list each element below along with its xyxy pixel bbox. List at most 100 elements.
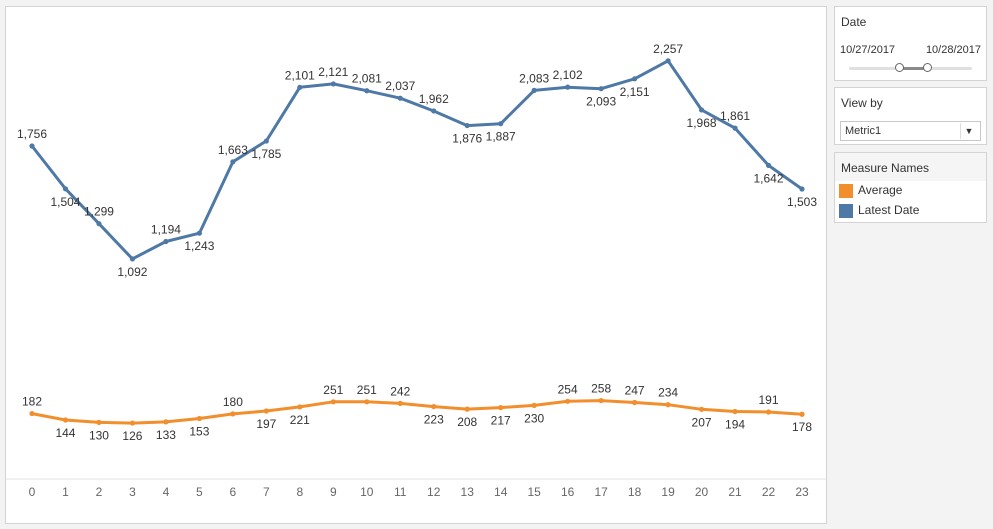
view-by-select[interactable]: Metric1 ▼ — [840, 121, 981, 141]
data-point-latest-date — [263, 138, 269, 144]
data-label-latest-date: 2,121 — [318, 65, 348, 79]
data-label-average: 251 — [323, 383, 343, 397]
data-point-latest-date — [665, 58, 671, 64]
data-point-latest-date — [29, 143, 35, 149]
data-point-latest-date — [498, 121, 504, 127]
data-label-latest-date: 1,504 — [50, 195, 80, 209]
data-label-latest-date: 2,151 — [620, 85, 650, 99]
data-label-latest-date: 1,861 — [720, 109, 750, 123]
data-point-average — [565, 398, 571, 404]
data-point-average — [732, 408, 738, 415]
view-by-panel: View by Metric1 ▼ — [834, 87, 987, 145]
data-point-latest-date — [96, 221, 102, 227]
x-tick-label: 23 — [795, 485, 809, 499]
data-point-average — [464, 406, 470, 412]
data-point-average — [364, 399, 370, 405]
data-label-average: 126 — [122, 429, 142, 443]
data-label-latest-date: 2,081 — [352, 72, 382, 86]
date-start-handle[interactable] — [895, 63, 904, 72]
x-tick-label: 13 — [461, 485, 475, 499]
data-label-latest-date: 2,037 — [385, 79, 415, 93]
data-point-average — [632, 399, 638, 406]
x-tick-label: 21 — [728, 485, 742, 499]
data-point-average — [297, 404, 303, 410]
x-tick-label: 6 — [230, 485, 237, 499]
data-point-latest-date — [799, 186, 805, 192]
data-point-latest-date — [732, 125, 738, 131]
data-label-average: 258 — [591, 382, 611, 396]
data-label-latest-date: 2,102 — [553, 68, 583, 82]
data-label-average: 230 — [524, 411, 544, 425]
x-tick-label: 11 — [394, 485, 407, 499]
data-label-latest-date: 2,093 — [586, 95, 616, 109]
view-by-title: View by — [841, 96, 883, 110]
data-label-average: 182 — [22, 395, 42, 409]
date-range-fill — [900, 67, 928, 70]
data-label-average: 180 — [223, 395, 243, 409]
x-tick-label: 9 — [330, 485, 337, 499]
data-point-latest-date — [297, 84, 303, 90]
data-point-average — [397, 400, 403, 406]
data-label-latest-date: 1,663 — [218, 143, 248, 157]
data-label-latest-date: 2,257 — [653, 42, 683, 56]
date-filter-panel: Date 10/27/2017 10/28/2017 — [834, 6, 987, 81]
data-label-average: 217 — [491, 414, 511, 428]
chevron-down-icon[interactable]: ▼ — [960, 123, 977, 139]
data-label-average: 197 — [256, 417, 276, 431]
legend-swatch-latest-date — [839, 204, 853, 218]
data-label-average: 133 — [156, 428, 176, 442]
legend-item-latest-date[interactable]: Latest Date — [835, 201, 986, 221]
data-label-average: 178 — [792, 420, 812, 434]
x-tick-label: 8 — [296, 485, 303, 499]
date-end-handle[interactable] — [923, 63, 932, 72]
data-label-average: 191 — [759, 393, 779, 407]
data-label-average: 144 — [55, 426, 75, 440]
data-point-average — [263, 408, 269, 414]
x-tick-label: 20 — [695, 485, 709, 499]
data-label-average: 234 — [658, 386, 678, 400]
data-label-average: 254 — [558, 382, 578, 396]
data-point-average — [598, 398, 604, 404]
data-label-average: 207 — [692, 415, 712, 429]
x-tick-label: 10 — [360, 485, 374, 499]
legend-label-average: Average — [858, 183, 903, 197]
data-point-latest-date — [431, 108, 437, 114]
data-label-latest-date: 2,083 — [519, 71, 549, 85]
x-tick-label: 22 — [762, 485, 776, 499]
x-tick-label: 15 — [527, 485, 541, 499]
data-point-average — [96, 419, 102, 425]
data-label-latest-date: 1,092 — [117, 265, 147, 279]
data-point-average — [431, 403, 437, 410]
x-tick-label: 17 — [594, 485, 608, 499]
data-point-average — [230, 411, 236, 417]
data-point-latest-date — [364, 88, 370, 94]
x-tick-label: 2 — [96, 485, 103, 499]
data-point-latest-date — [129, 256, 136, 262]
date-range-slider[interactable] — [849, 63, 972, 72]
data-point-average — [698, 406, 705, 412]
data-label-latest-date: 1,887 — [486, 130, 516, 144]
date-filter-title: Date — [841, 15, 867, 29]
x-tick-label: 3 — [129, 485, 136, 499]
data-point-average — [531, 402, 537, 408]
data-point-latest-date — [632, 76, 638, 82]
data-label-average: 194 — [725, 418, 745, 432]
data-point-latest-date — [598, 86, 604, 92]
legend-item-average[interactable]: Average — [835, 181, 986, 201]
x-tick-label: 5 — [196, 485, 203, 499]
series-line-latest-date — [30, 59, 804, 261]
data-point-average — [330, 399, 336, 405]
data-point-latest-date — [230, 159, 236, 165]
data-label-latest-date: 1,756 — [17, 127, 47, 141]
x-tick-label: 14 — [494, 485, 508, 499]
x-tick-label: 19 — [661, 485, 675, 499]
data-point-average — [29, 410, 35, 417]
x-tick-label: 7 — [263, 485, 270, 499]
x-tick-label: 12 — [427, 485, 441, 499]
data-point-average — [62, 417, 69, 423]
data-point-average — [665, 402, 671, 408]
x-tick-label: 1 — [62, 485, 69, 499]
data-label-latest-date: 1,194 — [151, 223, 181, 237]
legend-label-latest-date: Latest Date — [858, 203, 920, 217]
data-point-latest-date — [397, 95, 403, 101]
